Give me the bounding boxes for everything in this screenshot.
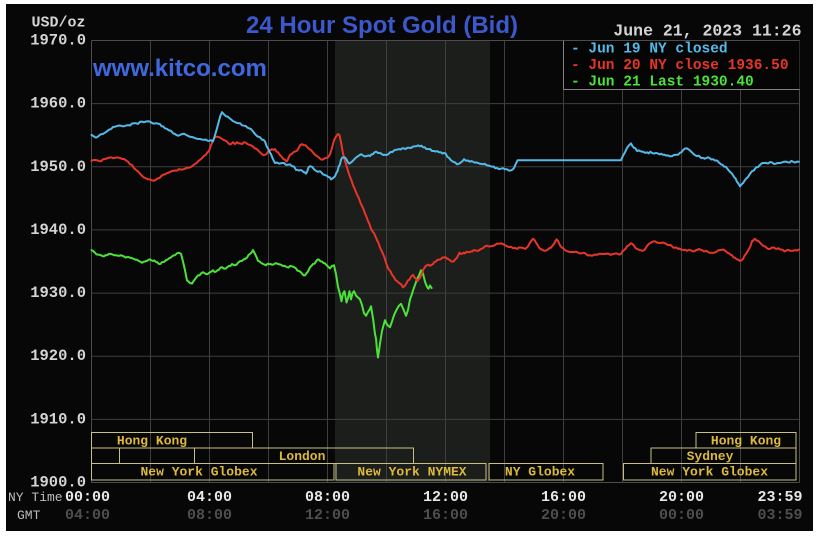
svg-text:London: London bbox=[279, 449, 326, 464]
svg-text:- Jun 20 NY close 1936.50: - Jun 20 NY close 1936.50 bbox=[571, 58, 789, 74]
svg-text:GMT: GMT bbox=[17, 508, 41, 523]
svg-text:00:00: 00:00 bbox=[65, 489, 110, 506]
svg-text:1920.0: 1920.0 bbox=[30, 347, 86, 365]
svg-text:04:00: 04:00 bbox=[187, 489, 232, 506]
svg-text:12:00: 12:00 bbox=[423, 489, 468, 506]
svg-text:Hong Kong: Hong Kong bbox=[117, 434, 187, 449]
svg-text:- Jun 21 Last 1930.40: - Jun 21 Last 1930.40 bbox=[571, 75, 754, 91]
svg-text:Hong Kong: Hong Kong bbox=[711, 434, 781, 449]
svg-text:June 21, 2023 11:26: June 21, 2023 11:26 bbox=[613, 22, 801, 41]
svg-text:03:59: 03:59 bbox=[757, 507, 802, 524]
svg-text:NY Time: NY Time bbox=[8, 490, 63, 505]
svg-text:1970.0: 1970.0 bbox=[30, 32, 86, 50]
svg-text:12:00: 12:00 bbox=[305, 507, 350, 524]
svg-text:Sydney: Sydney bbox=[687, 449, 734, 464]
svg-text:New York Globex: New York Globex bbox=[651, 465, 768, 480]
svg-text:New York NYMEX: New York NYMEX bbox=[357, 465, 466, 480]
svg-text:23:59: 23:59 bbox=[757, 489, 802, 506]
svg-text:00:00: 00:00 bbox=[659, 507, 704, 524]
svg-text:- Jun 19 NY closed: - Jun 19 NY closed bbox=[571, 42, 728, 58]
svg-text:NY Globex: NY Globex bbox=[505, 465, 575, 480]
svg-text:1960.0: 1960.0 bbox=[30, 95, 86, 113]
svg-text:04:00: 04:00 bbox=[65, 507, 110, 524]
svg-text:1910.0: 1910.0 bbox=[30, 410, 86, 428]
svg-text:New York Globex: New York Globex bbox=[140, 465, 257, 480]
svg-text:1950.0: 1950.0 bbox=[30, 158, 86, 176]
svg-text:1940.0: 1940.0 bbox=[30, 221, 86, 239]
svg-text:1900.0: 1900.0 bbox=[30, 474, 86, 492]
svg-text:USD/oz: USD/oz bbox=[31, 14, 85, 31]
svg-text:08:00: 08:00 bbox=[187, 507, 232, 524]
svg-text:08:00: 08:00 bbox=[305, 489, 350, 506]
svg-text:1930.0: 1930.0 bbox=[30, 284, 86, 302]
svg-text:24 Hour Spot Gold (Bid): 24 Hour Spot Gold (Bid) bbox=[246, 12, 518, 39]
svg-text:20:00: 20:00 bbox=[659, 489, 704, 506]
svg-text:16:00: 16:00 bbox=[541, 489, 586, 506]
svg-text:www.kitco.com: www.kitco.com bbox=[92, 55, 267, 82]
svg-text:20:00: 20:00 bbox=[541, 507, 586, 524]
svg-text:16:00: 16:00 bbox=[423, 507, 468, 524]
